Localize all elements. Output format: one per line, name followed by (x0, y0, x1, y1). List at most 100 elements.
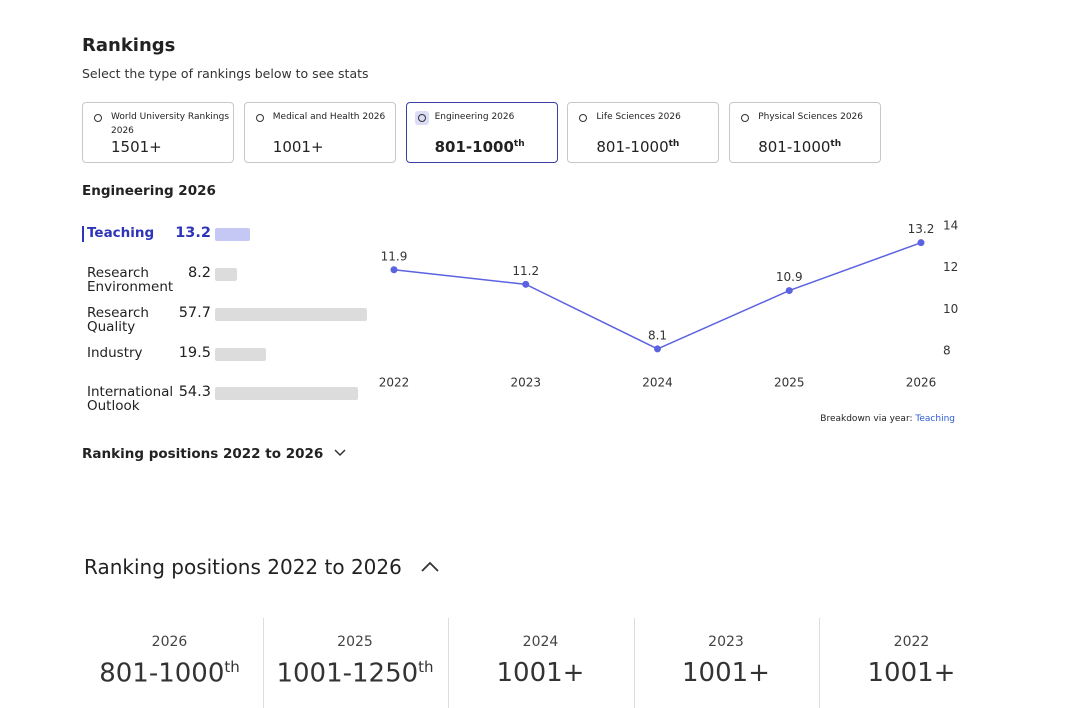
pillar-score: 8.2 (187, 265, 211, 281)
rank: 801-1000 (758, 138, 831, 156)
selected-marker (82, 226, 84, 242)
pillar-name[interactable]: Teaching (87, 225, 155, 241)
ranking-tab[interactable]: Physical Sciences 2026 801-1000th (729, 102, 882, 163)
rank: 1001+ (496, 658, 585, 688)
position-year: 2024 (522, 634, 559, 650)
rank: 801-1000 (596, 138, 669, 156)
ranking-tab[interactable]: Medical and Health 2026 1001+ (243, 102, 396, 163)
y-tick-label: 14 (943, 219, 958, 233)
pillar-bar (215, 308, 367, 321)
point (785, 287, 793, 295)
ranking-tab[interactable]: Life Sciences 2026 801-1000th (567, 102, 720, 163)
chevron-down (334, 449, 346, 457)
rank: 1001+ (682, 658, 770, 688)
x-tick-label: 2025 (774, 376, 805, 390)
position-rank: 1001+ (819, 658, 1004, 688)
point (654, 345, 661, 353)
rank: 801-1000 (99, 658, 225, 689)
point (917, 239, 925, 247)
tab-icon (414, 111, 429, 125)
positions-title: Ranking positions 2022 to 2026 (84, 555, 402, 579)
pillar-score: 19.5 (178, 345, 211, 361)
position-rank: 1001+ (634, 658, 819, 688)
position-rank: 801-1000th (77, 658, 262, 689)
pillar-name[interactable]: International Outlook (87, 384, 174, 414)
point (390, 266, 398, 274)
rank: 1001-1250 (276, 658, 419, 689)
data-label: 8.1 (648, 328, 667, 342)
divider (819, 618, 820, 708)
rank: 1001+ (867, 658, 956, 688)
divider (448, 618, 449, 708)
pillar-score: 13.2 (175, 225, 211, 241)
x-tick-label: 2023 (510, 376, 541, 390)
x-tick-label: 2026 (906, 376, 937, 390)
ranking-tab[interactable]: World University Rankings 2026 1501+ (82, 102, 234, 163)
note-text: Breakdown via year: (820, 414, 913, 424)
note-link[interactable]: Teaching (915, 414, 955, 424)
tab-icon (253, 111, 267, 125)
positions-toggle[interactable]: Ranking positions 2022 to 2026 (82, 446, 347, 462)
position-column: 2024 1001+ (448, 618, 633, 708)
position-year: 2026 (151, 634, 188, 650)
title: Rankings (82, 35, 176, 56)
chevron-up (421, 561, 439, 572)
pillar-name[interactable]: Research Environment (87, 265, 174, 295)
tab-label: World University Rankings 2026 (111, 112, 230, 136)
data-label: 13.2 (908, 222, 935, 236)
subtitle: Select the type of rankings below to see… (82, 66, 369, 81)
pillar-score: 54.3 (178, 384, 211, 400)
rank-suffix: th (513, 139, 525, 149)
positions-header[interactable]: Ranking positions 2022 to 2026 (84, 555, 440, 579)
position-year: 2025 (337, 634, 373, 650)
tab-icon (576, 111, 590, 125)
toggle-label: Ranking positions 2022 to 2026 (82, 446, 324, 462)
x-tick-label: 2024 (642, 376, 673, 390)
x-tick-label: 2022 (379, 376, 410, 390)
divider (633, 618, 635, 708)
data-label: 11.2 (512, 264, 539, 278)
pillar-bar (215, 348, 267, 361)
tab-label: Physical Sciences 2026 (758, 112, 864, 122)
tab-rank: 801-1000th (596, 138, 679, 156)
pillar-bar (215, 387, 359, 400)
tab-label: Medical and Health 2026 (272, 112, 386, 122)
rank-suffix: th (668, 139, 680, 149)
position-column: 2026 801-1000th (77, 618, 262, 708)
pillar-score: 57.7 (178, 305, 211, 321)
tab-label: Life Sciences 2026 (596, 112, 681, 122)
position-year: 2022 (893, 634, 930, 650)
rank-suffix: th (224, 658, 240, 676)
position-rank: 1001+ (448, 658, 633, 688)
tab-rank: 1001+ (273, 138, 324, 156)
position-column: 2022 1001+ (819, 618, 1004, 708)
ranking-tab[interactable]: Engineering 2026 801-1000th (405, 102, 558, 163)
position-rank: 1001-1250th (263, 658, 448, 689)
pillar-name[interactable]: Industry (87, 345, 143, 361)
tab-label: Engineering 2026 (434, 112, 515, 122)
pillar-bar (215, 268, 237, 281)
position-column: 2025 1001-1250th (263, 618, 448, 708)
tab-icon (738, 111, 752, 125)
data-label: 11.9 (381, 249, 408, 263)
chart-note: Breakdown via year: Teaching (760, 414, 955, 424)
y-tick-label: 12 (943, 260, 958, 274)
y-tick-label: 10 (943, 302, 958, 316)
section-title: Engineering 2026 (82, 183, 216, 199)
divider (262, 618, 264, 708)
position-year: 2023 (708, 634, 744, 650)
tab-rank: 801-1000th (758, 138, 841, 156)
pillar-bar (215, 228, 250, 241)
tab-rank: 1501+ (111, 138, 162, 156)
pillar-name[interactable]: Research Quality (87, 305, 149, 335)
rank-suffix: th (418, 658, 434, 676)
rank: 801-1000 (434, 138, 514, 156)
position-column: 2023 1001+ (634, 618, 819, 708)
rank-suffix: th (830, 139, 842, 149)
rank: 1501+ (111, 138, 162, 156)
tab-rank: 801-1000th (435, 138, 525, 156)
y-tick-label: 8 (943, 344, 951, 358)
rank: 1001+ (272, 138, 324, 156)
